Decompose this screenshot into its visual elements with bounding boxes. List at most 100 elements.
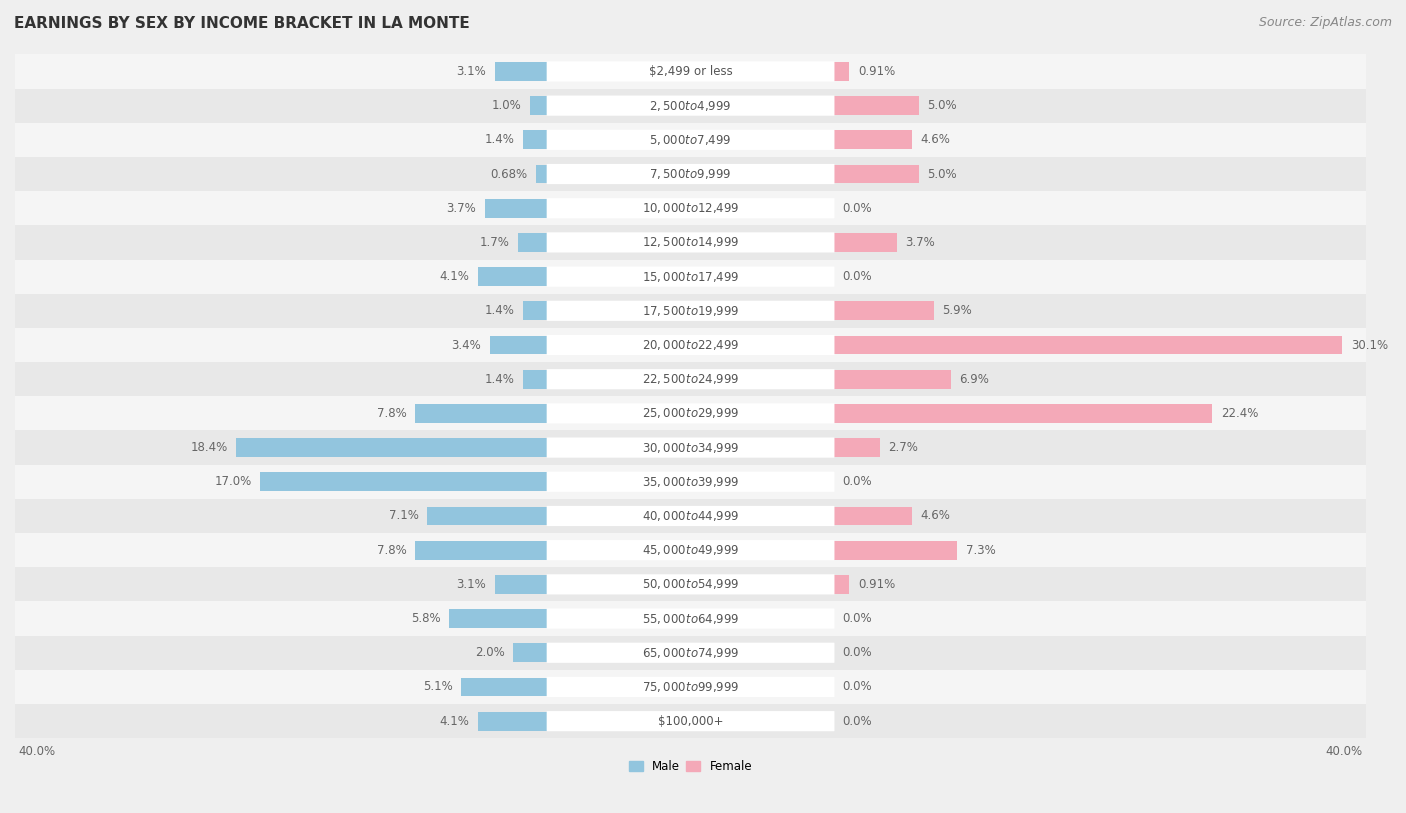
Bar bbox=[478, 267, 547, 286]
Text: $2,500 to $4,999: $2,500 to $4,999 bbox=[650, 98, 731, 113]
Bar bbox=[834, 130, 912, 150]
Text: 0.68%: 0.68% bbox=[489, 167, 527, 180]
Bar bbox=[834, 62, 849, 80]
Text: 1.4%: 1.4% bbox=[485, 304, 515, 317]
Bar bbox=[523, 302, 547, 320]
FancyBboxPatch shape bbox=[547, 642, 835, 663]
FancyBboxPatch shape bbox=[547, 403, 835, 424]
Text: 5.1%: 5.1% bbox=[423, 680, 453, 693]
Text: $40,000 to $44,999: $40,000 to $44,999 bbox=[641, 509, 740, 523]
Text: $2,499 or less: $2,499 or less bbox=[648, 65, 733, 78]
Text: 1.7%: 1.7% bbox=[479, 236, 510, 249]
Bar bbox=[236, 438, 547, 457]
Bar bbox=[834, 438, 880, 457]
Text: $17,500 to $19,999: $17,500 to $19,999 bbox=[641, 304, 740, 318]
FancyBboxPatch shape bbox=[547, 540, 835, 560]
Bar bbox=[15, 328, 1367, 362]
Text: $30,000 to $34,999: $30,000 to $34,999 bbox=[641, 441, 740, 454]
Bar bbox=[15, 670, 1367, 704]
Text: 5.9%: 5.9% bbox=[942, 304, 972, 317]
Bar bbox=[15, 431, 1367, 465]
Text: $35,000 to $39,999: $35,000 to $39,999 bbox=[641, 475, 740, 489]
Bar bbox=[15, 465, 1367, 499]
Text: 0.91%: 0.91% bbox=[858, 578, 896, 591]
Bar bbox=[15, 362, 1367, 396]
Text: 3.7%: 3.7% bbox=[446, 202, 477, 215]
Text: $22,500 to $24,999: $22,500 to $24,999 bbox=[641, 372, 740, 386]
Bar bbox=[523, 370, 547, 389]
Text: $55,000 to $64,999: $55,000 to $64,999 bbox=[641, 611, 740, 625]
Bar bbox=[485, 199, 547, 218]
FancyBboxPatch shape bbox=[547, 164, 835, 184]
Bar bbox=[415, 404, 547, 423]
Text: 3.4%: 3.4% bbox=[451, 338, 481, 351]
FancyBboxPatch shape bbox=[547, 608, 835, 628]
FancyBboxPatch shape bbox=[547, 301, 835, 321]
Bar bbox=[834, 302, 934, 320]
Text: EARNINGS BY SEX BY INCOME BRACKET IN LA MONTE: EARNINGS BY SEX BY INCOME BRACKET IN LA … bbox=[14, 16, 470, 31]
Bar bbox=[15, 259, 1367, 293]
Bar bbox=[834, 404, 1212, 423]
Text: 30.1%: 30.1% bbox=[1351, 338, 1388, 351]
FancyBboxPatch shape bbox=[547, 61, 835, 81]
FancyBboxPatch shape bbox=[547, 472, 835, 492]
Text: 1.0%: 1.0% bbox=[492, 99, 522, 112]
FancyBboxPatch shape bbox=[547, 130, 835, 150]
Text: 7.3%: 7.3% bbox=[966, 544, 995, 557]
Bar bbox=[834, 233, 897, 252]
Text: 0.0%: 0.0% bbox=[842, 476, 872, 489]
Bar bbox=[15, 567, 1367, 602]
Text: $50,000 to $54,999: $50,000 to $54,999 bbox=[641, 577, 740, 591]
FancyBboxPatch shape bbox=[547, 198, 835, 219]
Text: 0.0%: 0.0% bbox=[842, 612, 872, 625]
Bar bbox=[834, 336, 1343, 354]
Text: $20,000 to $22,499: $20,000 to $22,499 bbox=[641, 338, 740, 352]
Text: 5.8%: 5.8% bbox=[411, 612, 440, 625]
Text: $100,000+: $100,000+ bbox=[658, 715, 723, 728]
Bar bbox=[15, 704, 1367, 738]
Text: 7.1%: 7.1% bbox=[389, 510, 419, 523]
Bar bbox=[513, 643, 547, 662]
Bar bbox=[15, 191, 1367, 225]
Bar bbox=[15, 225, 1367, 259]
Text: $45,000 to $49,999: $45,000 to $49,999 bbox=[641, 543, 740, 557]
Text: 7.8%: 7.8% bbox=[377, 406, 406, 420]
FancyBboxPatch shape bbox=[547, 677, 835, 697]
Text: 2.0%: 2.0% bbox=[475, 646, 505, 659]
FancyBboxPatch shape bbox=[547, 437, 835, 458]
Bar bbox=[519, 233, 547, 252]
Bar bbox=[15, 602, 1367, 636]
Bar bbox=[495, 62, 547, 80]
Text: 4.1%: 4.1% bbox=[440, 270, 470, 283]
Text: 40.0%: 40.0% bbox=[18, 745, 55, 758]
Bar bbox=[260, 472, 547, 491]
FancyBboxPatch shape bbox=[547, 267, 835, 287]
Text: 5.0%: 5.0% bbox=[927, 167, 956, 180]
Text: 18.4%: 18.4% bbox=[191, 441, 228, 454]
Bar bbox=[495, 575, 547, 593]
Text: 2.7%: 2.7% bbox=[889, 441, 918, 454]
Bar bbox=[834, 506, 912, 525]
Bar bbox=[15, 89, 1367, 123]
Text: 17.0%: 17.0% bbox=[214, 476, 252, 489]
FancyBboxPatch shape bbox=[547, 96, 835, 115]
FancyBboxPatch shape bbox=[547, 506, 835, 526]
Bar bbox=[427, 506, 547, 525]
Bar bbox=[530, 96, 547, 115]
Text: 0.0%: 0.0% bbox=[842, 270, 872, 283]
Bar bbox=[489, 336, 547, 354]
Text: 40.0%: 40.0% bbox=[1326, 745, 1362, 758]
Text: 5.0%: 5.0% bbox=[927, 99, 956, 112]
Text: 7.8%: 7.8% bbox=[377, 544, 406, 557]
Text: 0.0%: 0.0% bbox=[842, 202, 872, 215]
Bar bbox=[449, 609, 547, 628]
FancyBboxPatch shape bbox=[547, 711, 835, 731]
Text: $65,000 to $74,999: $65,000 to $74,999 bbox=[641, 646, 740, 660]
Bar bbox=[834, 575, 849, 593]
Legend: Male, Female: Male, Female bbox=[624, 755, 758, 777]
Text: $15,000 to $17,499: $15,000 to $17,499 bbox=[641, 270, 740, 284]
Text: 1.4%: 1.4% bbox=[485, 372, 515, 385]
Text: 4.1%: 4.1% bbox=[440, 715, 470, 728]
Bar bbox=[15, 293, 1367, 328]
Bar bbox=[15, 157, 1367, 191]
